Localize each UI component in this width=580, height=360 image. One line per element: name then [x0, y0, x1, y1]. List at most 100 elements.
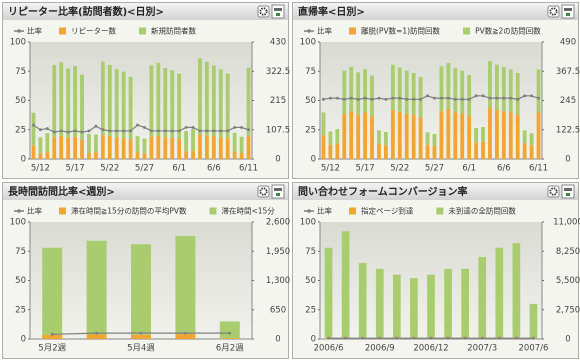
- bar: [86, 334, 107, 339]
- bar: [225, 73, 230, 139]
- bar: [377, 130, 381, 145]
- legend-swatch: [349, 207, 356, 215]
- gear: [549, 7, 558, 16]
- bar: [411, 114, 416, 159]
- panel-title: リピーター比率(訪問者数)<日別>: [8, 5, 164, 18]
- bar: [515, 73, 520, 115]
- legend-label: 比率: [317, 26, 332, 36]
- bar: [38, 153, 43, 159]
- csv-icon[interactable]: [561, 4, 575, 19]
- bar: [363, 68, 368, 113]
- x-tick-label: 5/12: [321, 164, 340, 174]
- y2-tick-label: 122.5: [556, 125, 580, 135]
- bar: [177, 138, 182, 159]
- bar: [425, 144, 430, 159]
- y2-tick-label: 0: [565, 155, 570, 165]
- bar: [149, 65, 154, 137]
- bar: [383, 145, 388, 159]
- bar: [349, 67, 354, 112]
- bar: [335, 129, 340, 144]
- bar: [494, 64, 499, 111]
- y-tick-label: 50: [305, 276, 316, 286]
- y-tick-label: 50: [15, 96, 26, 106]
- line-series: [50, 331, 232, 336]
- y-tick-label: 75: [15, 67, 26, 77]
- csv-icon[interactable]: [271, 4, 285, 19]
- bar: [246, 67, 251, 137]
- bar: [341, 231, 350, 339]
- bar: [467, 116, 472, 159]
- bar: [175, 236, 196, 335]
- settings-icon[interactable]: [257, 5, 270, 18]
- y2-tick-label: 215: [270, 96, 286, 106]
- x-tick-label: 2006/9: [365, 344, 395, 354]
- legend-dot: [307, 29, 311, 33]
- bar: [239, 153, 244, 159]
- bar: [93, 152, 98, 159]
- y2-tick-label: 650: [270, 305, 286, 315]
- bar: [390, 64, 395, 111]
- y-tick-label: 75: [15, 247, 26, 257]
- y-tick-label: 25: [305, 125, 316, 135]
- bar: [66, 137, 71, 159]
- x-tick-label: 5/17: [66, 164, 85, 174]
- csv-icon[interactable]: [271, 184, 285, 199]
- x-tick-label: 2007/3: [467, 344, 497, 354]
- bar: [107, 64, 112, 137]
- bar: [184, 130, 189, 152]
- y-tick-label: 100: [300, 38, 316, 48]
- csv-mark: [274, 8, 282, 11]
- bar: [460, 70, 465, 114]
- bar: [211, 136, 216, 159]
- icon-bg: [561, 4, 575, 19]
- bar: [356, 72, 361, 115]
- bar: [163, 67, 168, 138]
- legend-label: 指定ページ到達: [361, 206, 414, 216]
- x-tick-label: 2007/6: [519, 344, 549, 354]
- bar: [474, 142, 479, 159]
- bar: [219, 338, 240, 339]
- settings-icon[interactable]: [547, 5, 560, 18]
- legend-label: 滞在時間≧15分の訪問の平均PV数: [71, 206, 187, 216]
- bar: [42, 247, 63, 335]
- legend-swatch: [59, 207, 66, 215]
- bar: [328, 131, 333, 145]
- bar: [349, 111, 354, 159]
- x-tick-label: 5/17: [356, 164, 375, 174]
- settings-icon[interactable]: [257, 185, 270, 198]
- legend-label: 滞在時間<15分: [221, 206, 275, 216]
- bar: [100, 61, 105, 136]
- legend-swatch: [139, 27, 146, 35]
- bar: [321, 112, 326, 136]
- bar: [198, 134, 202, 159]
- bar: [156, 62, 161, 136]
- panel-header: [293, 183, 578, 200]
- bar: [59, 62, 64, 136]
- bar: [73, 65, 78, 137]
- csv-icon[interactable]: [561, 184, 575, 199]
- gear: [259, 7, 268, 16]
- y-tick-label: 0: [311, 335, 316, 345]
- bar: [404, 113, 409, 159]
- plot-area: [320, 42, 542, 159]
- x-tick-label: 5/22: [390, 164, 409, 174]
- bar: [128, 139, 133, 159]
- x-tick-label: 6/6: [207, 164, 221, 174]
- y2-tick-label: 107.5: [266, 125, 290, 135]
- bar: [191, 129, 195, 151]
- bar: [393, 274, 401, 339]
- bar: [536, 112, 541, 159]
- settings-icon[interactable]: [547, 185, 560, 198]
- y-tick-label: 50: [305, 96, 316, 106]
- panel-header: [3, 3, 288, 20]
- x-tick-label: 5/12: [31, 164, 50, 174]
- bar: [522, 143, 527, 159]
- bar: [370, 75, 374, 117]
- bar: [114, 69, 119, 138]
- x-tick-label: 5月4週: [127, 343, 155, 354]
- bar: [107, 136, 112, 159]
- panel-title: 直帰率<日別>: [298, 5, 365, 18]
- y-tick-label: 25: [15, 305, 26, 315]
- bar: [439, 66, 444, 112]
- bar: [375, 268, 384, 339]
